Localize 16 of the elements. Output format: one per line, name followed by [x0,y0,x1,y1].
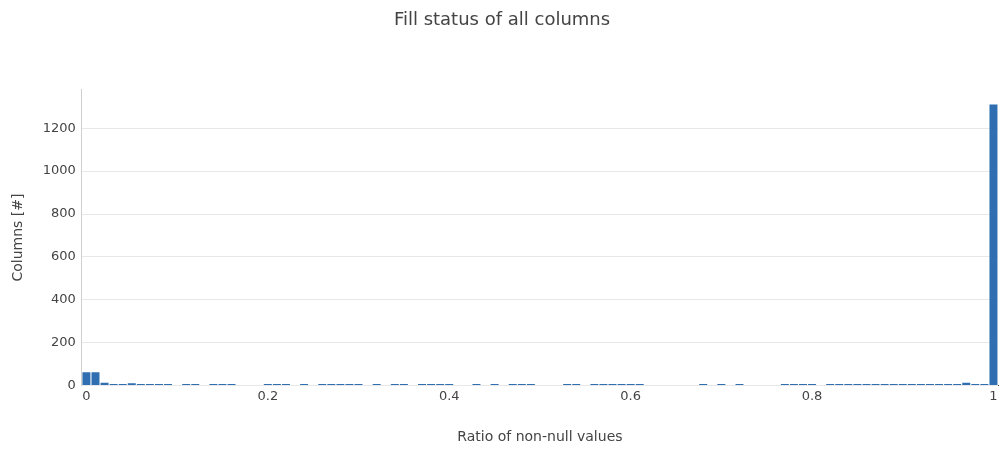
chart-title: Fill status of all columns [393,8,611,30]
x-tick-label: 0 [82,387,91,403]
y-tick-label: 400 [51,291,76,307]
y-tick-label: 200 [51,334,76,350]
y-tick-label: 1200 [42,119,76,135]
x-axis-title: Ratio of non-null values [457,428,623,445]
y-tick-label: 600 [51,248,76,264]
y-axis-title: Columns [#] [9,193,26,282]
x-tick-label: 0.2 [257,387,279,403]
y-tick-label: 0 [67,376,76,392]
x-tick-label: 1 [989,387,998,403]
x-tick-label: 0.8 [801,387,823,403]
y-tick-label: 1000 [42,162,76,178]
x-tick-label: 0.4 [438,387,460,403]
x-tick-label: 0.6 [620,387,641,403]
y-tick-label: 800 [51,205,76,221]
